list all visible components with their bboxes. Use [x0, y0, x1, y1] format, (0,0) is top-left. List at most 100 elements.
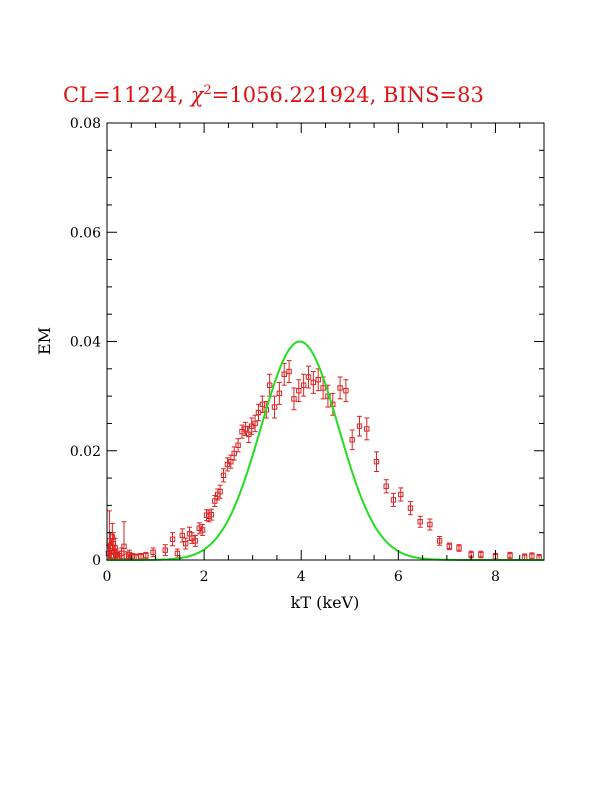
data-point: [310, 371, 317, 394]
data-point: [143, 551, 149, 560]
data-point: [507, 551, 513, 560]
data-point: [427, 518, 433, 531]
x-tick-label: 2: [200, 569, 209, 585]
point-marker: [296, 387, 302, 394]
point-marker: [305, 374, 312, 380]
data-point: [123, 551, 130, 561]
point-marker: [220, 472, 227, 479]
data-point: [182, 537, 189, 550]
point-marker: [224, 461, 231, 468]
data-point: [196, 522, 202, 535]
point-marker: [529, 553, 535, 559]
y-axis-label: EM: [35, 327, 54, 355]
data-point: [248, 417, 255, 435]
point-marker: [212, 498, 218, 504]
data-point: [356, 415, 363, 437]
y-tick-label: 0: [92, 553, 101, 569]
point-marker: [286, 368, 292, 375]
x-axis-label: kT (keV): [291, 593, 360, 612]
data-point: [231, 446, 237, 461]
x-tick-label: 0: [103, 569, 112, 585]
y-tick-label: 0.06: [70, 225, 101, 241]
point-marker: [121, 543, 127, 550]
data-point: [343, 379, 349, 403]
data-point: [373, 451, 380, 473]
point-marker: [109, 534, 116, 540]
point-marker: [182, 540, 189, 547]
point-marker: [217, 489, 223, 495]
data-point: [217, 484, 223, 499]
data-point: [189, 532, 195, 545]
data-point: [390, 492, 397, 507]
point-marker: [390, 497, 397, 503]
data-point: [169, 532, 176, 547]
x-tick-label: 8: [491, 569, 500, 585]
point-marker: [242, 426, 249, 432]
data-point: [179, 528, 185, 543]
point-marker: [150, 549, 156, 556]
point-marker: [427, 521, 433, 528]
model-curve: [107, 340, 544, 561]
data-point: [349, 429, 355, 451]
point-marker: [271, 404, 278, 410]
data-point: [364, 417, 370, 441]
point-marker: [320, 385, 326, 391]
point-marker: [343, 387, 349, 394]
data-point: [337, 376, 343, 400]
point-marker: [364, 426, 370, 432]
y-tick-label: 0.04: [70, 335, 101, 351]
data-point: [291, 387, 297, 411]
data-point: [228, 454, 234, 469]
point-marker: [349, 437, 355, 443]
point-marker: [248, 423, 255, 429]
point-marker: [281, 371, 287, 377]
data-point: [305, 365, 312, 389]
point-marker: [143, 552, 149, 559]
data-point: [129, 552, 135, 561]
point-marker: [179, 532, 185, 539]
data-point: [199, 523, 206, 536]
data-point: [271, 395, 278, 419]
point-marker: [436, 538, 443, 544]
data-point: [239, 424, 245, 439]
point-marker: [383, 483, 389, 489]
data-point: [276, 381, 283, 405]
point-marker: [174, 550, 181, 557]
x-tick-label: 6: [394, 569, 403, 585]
point-marker: [446, 543, 453, 550]
data-point: [417, 515, 423, 528]
data-point: [252, 414, 258, 433]
data-point: [383, 479, 389, 494]
data-point: [212, 495, 218, 507]
point-marker: [129, 554, 135, 560]
data-point: [208, 508, 215, 521]
point-marker: [310, 379, 317, 386]
point-marker: [337, 385, 343, 391]
data-point: [192, 534, 199, 547]
data-point: [281, 362, 287, 386]
data-point: [300, 373, 307, 397]
point-marker: [407, 505, 414, 511]
point-marker: [315, 377, 321, 383]
point-marker: [300, 382, 307, 388]
point-marker: [356, 423, 363, 429]
data-point: [407, 501, 414, 516]
point-marker: [228, 458, 234, 465]
point-marker: [199, 527, 206, 533]
point-marker: [507, 552, 513, 559]
y-tick-label: 0.02: [70, 444, 101, 460]
y-tick-label: 0.08: [70, 116, 101, 132]
data-point: [224, 457, 231, 472]
point-marker: [192, 538, 199, 544]
data-point: [235, 438, 241, 453]
point-marker: [169, 536, 176, 542]
point-marker: [162, 547, 168, 553]
axes-ticks: [106, 122, 545, 561]
data-point: [242, 421, 249, 436]
point-marker: [113, 551, 119, 558]
tick-labels: 0 2 4 6 8 0 0.02 0.04 0.06 0.08: [70, 116, 500, 585]
data-point: [529, 552, 535, 560]
point-marker: [478, 551, 484, 558]
point-marker: [112, 545, 118, 551]
